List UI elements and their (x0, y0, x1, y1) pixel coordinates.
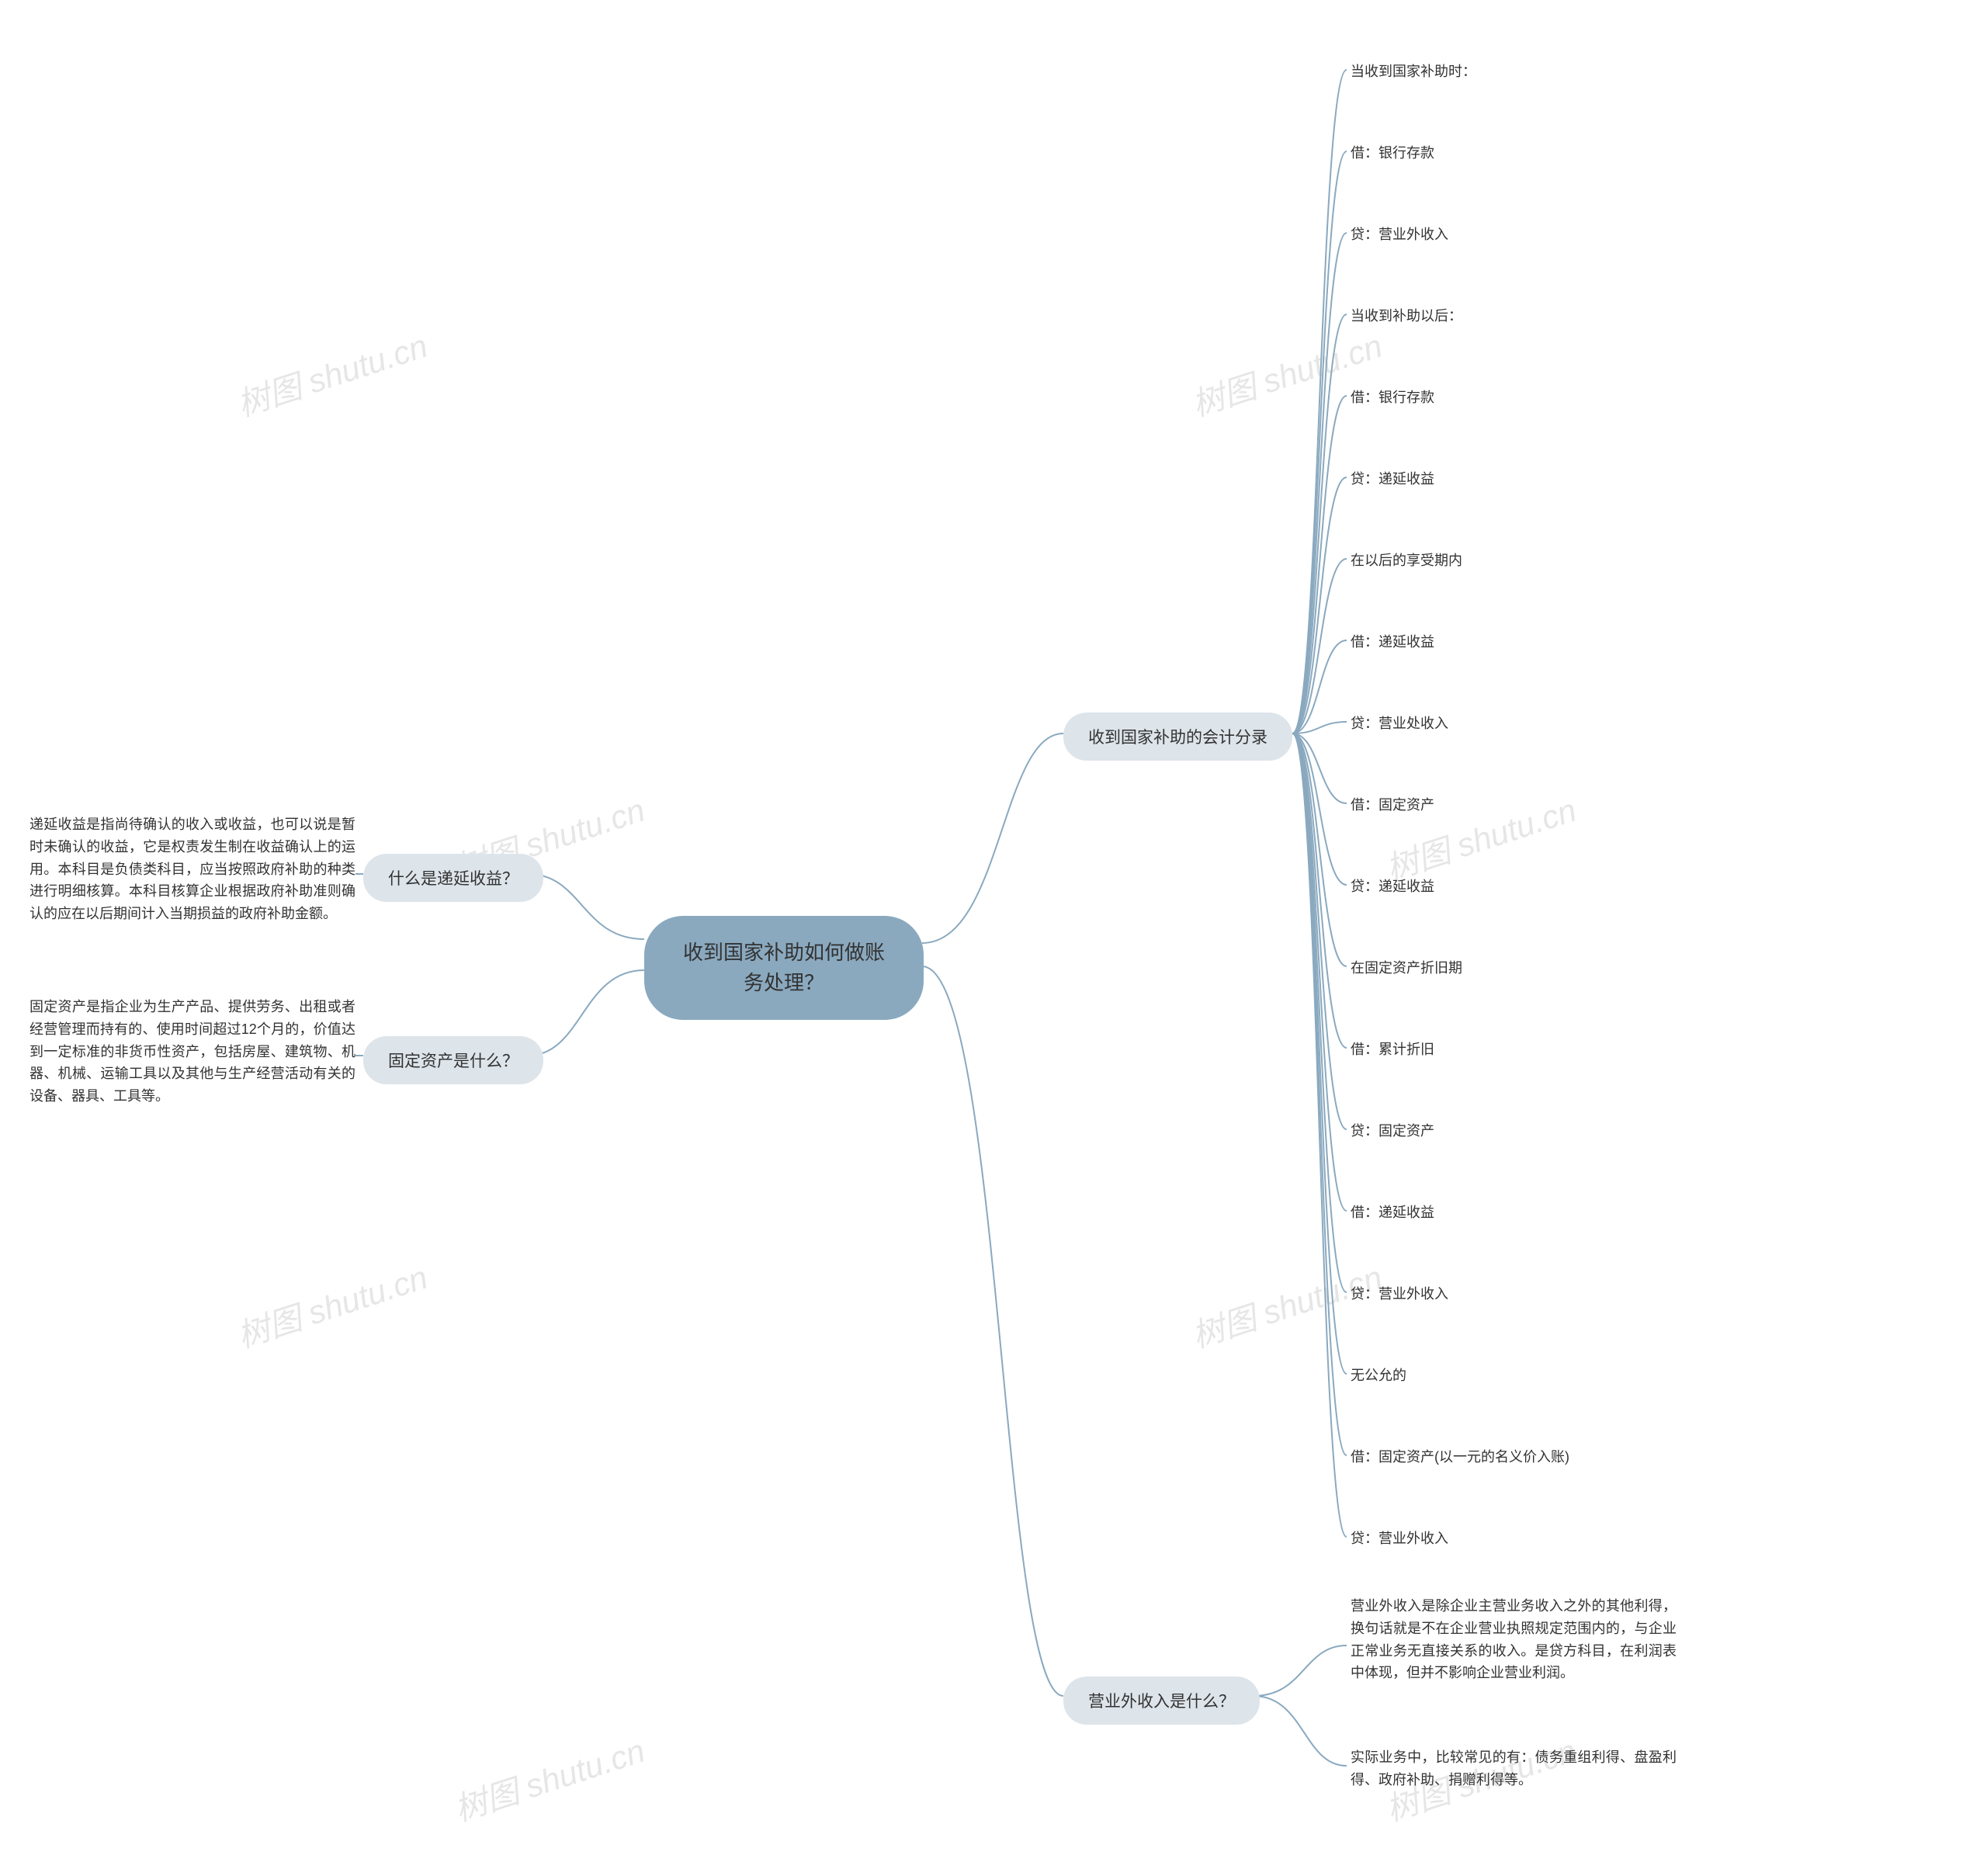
branch-deferred-income: 什么是递延收益？ (363, 854, 543, 902)
leaf-desc: 递延收益是指尚待确认的收入或收益，也可以说是暂时未确认的收益，它是权责发生制在收… (29, 813, 355, 925)
watermark: 树图 shutu.cn (448, 1725, 650, 1831)
leaf-entry: 借：银行存款 (1351, 387, 1434, 407)
leaf-entry: 借：递延收益 (1351, 631, 1434, 651)
branch-fixed-assets: 固定资产是什么？ (363, 1036, 543, 1084)
central-topic: 收到国家补助如何做账务处理？ (644, 916, 924, 1020)
watermark: 树图 shutu.cn (231, 320, 433, 426)
leaf-entry: 借：递延收益 (1351, 1202, 1434, 1222)
leaf-desc: 实际业务中，比较常见的有：债务重组利得、盘盈利得、政府补助、捐赠利得等。 (1351, 1746, 1677, 1791)
watermark: 树图 shutu.cn (1185, 320, 1388, 426)
branch-accounting-entries: 收到国家补助的会计分录 (1063, 713, 1292, 761)
leaf-entry: 贷：递延收益 (1351, 876, 1434, 896)
connector-lines (0, 0, 1987, 1876)
branch-non-operating-income: 营业外收入是什么？ (1063, 1677, 1260, 1725)
leaf-entry: 借：固定资产 (1351, 794, 1434, 814)
leaf-entry: 贷：固定资产 (1351, 1120, 1434, 1140)
leaf-entry: 借：累计折旧 (1351, 1039, 1434, 1059)
leaf-entry: 贷：营业外收入 (1351, 1283, 1448, 1303)
leaf-entry: 借：银行存款 (1351, 142, 1434, 162)
leaf-entry: 借：固定资产(以一元的名义价入账) (1351, 1446, 1569, 1466)
leaf-entry: 在以后的享受期内 (1351, 550, 1462, 570)
watermark: 树图 shutu.cn (231, 1251, 433, 1358)
leaf-desc: 营业外收入是除企业主营业务收入之外的其他利得，换句话就是不在企业营业执照规定范围… (1351, 1595, 1677, 1684)
leaf-entry: 当收到国家补助时： (1351, 61, 1476, 81)
leaf-entry: 当收到补助以后： (1351, 305, 1462, 325)
leaf-entry: 贷：递延收益 (1351, 468, 1434, 488)
leaf-entry: 在固定资产折旧期 (1351, 957, 1462, 977)
leaf-entry: 无公允的 (1351, 1365, 1406, 1385)
leaf-desc: 固定资产是指企业为生产产品、提供劳务、出租或者经营管理而持有的、使用时间超过12… (29, 996, 355, 1108)
leaf-entry: 贷：营业外收入 (1351, 224, 1448, 244)
leaf-entry: 贷：营业处收入 (1351, 713, 1448, 733)
watermark: 树图 shutu.cn (1185, 1251, 1388, 1358)
leaf-entry: 贷：营业外收入 (1351, 1528, 1448, 1548)
